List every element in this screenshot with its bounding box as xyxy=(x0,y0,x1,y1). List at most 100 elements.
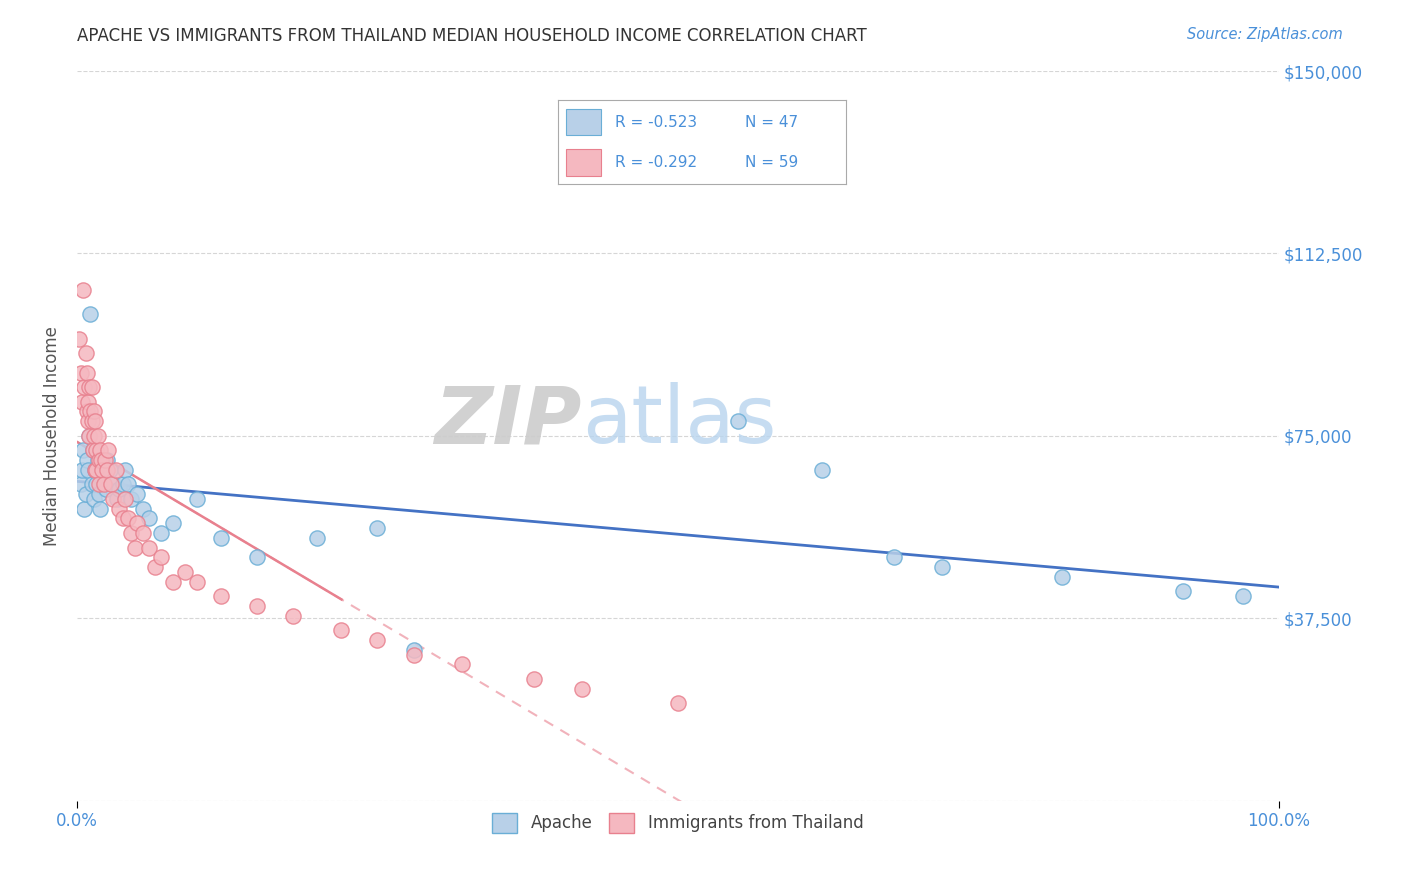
Point xyxy=(98,463,121,477)
Point xyxy=(86,453,108,467)
Point xyxy=(209,589,232,603)
Point xyxy=(246,599,269,613)
Point xyxy=(186,491,208,506)
Point xyxy=(70,394,93,409)
Point xyxy=(666,696,689,710)
Point xyxy=(84,463,107,477)
Point xyxy=(111,477,134,491)
Point xyxy=(523,672,546,686)
Point xyxy=(186,574,208,589)
Point xyxy=(89,501,111,516)
Point xyxy=(209,531,232,545)
Point xyxy=(117,477,139,491)
Point xyxy=(127,516,149,531)
Point xyxy=(138,511,160,525)
Point xyxy=(150,550,173,565)
Point xyxy=(96,453,118,467)
Point xyxy=(366,521,388,535)
Point xyxy=(174,565,197,579)
Point xyxy=(84,414,107,428)
Point xyxy=(87,453,110,467)
Point xyxy=(132,501,155,516)
Point xyxy=(143,560,166,574)
Point xyxy=(69,366,91,380)
Point xyxy=(402,648,425,662)
Point xyxy=(283,608,305,623)
Point xyxy=(73,501,96,516)
Point xyxy=(124,541,146,555)
Point xyxy=(77,429,100,443)
Point xyxy=(97,443,120,458)
Point xyxy=(96,463,118,477)
Point xyxy=(105,491,128,506)
Point xyxy=(86,429,108,443)
Point xyxy=(77,463,100,477)
Point xyxy=(82,443,104,458)
Point xyxy=(76,366,98,380)
Legend: Apache, Immigrants from Thailand: Apache, Immigrants from Thailand xyxy=(485,806,870,839)
Point xyxy=(70,463,93,477)
Point xyxy=(246,550,269,565)
Point xyxy=(108,483,131,497)
Point xyxy=(75,487,97,501)
Text: Source: ZipAtlas.com: Source: ZipAtlas.com xyxy=(1187,27,1343,42)
Point xyxy=(72,443,94,458)
Point xyxy=(69,332,91,346)
Point xyxy=(77,414,100,428)
Point xyxy=(84,463,107,477)
Point xyxy=(93,477,115,491)
Point xyxy=(117,511,139,525)
Point xyxy=(77,429,100,443)
Point xyxy=(127,487,149,501)
Point xyxy=(86,463,108,477)
Point xyxy=(69,477,91,491)
Point xyxy=(90,463,112,477)
Point xyxy=(79,404,101,418)
Point xyxy=(72,283,94,297)
Point xyxy=(138,541,160,555)
Point xyxy=(120,491,142,506)
Point xyxy=(150,526,173,541)
Point xyxy=(162,516,184,531)
Point xyxy=(101,477,124,491)
Point xyxy=(77,380,100,394)
Point xyxy=(114,463,136,477)
Point xyxy=(79,307,101,321)
Point xyxy=(83,491,105,506)
Point xyxy=(101,491,124,506)
Point xyxy=(76,453,98,467)
Point xyxy=(402,642,425,657)
Point xyxy=(83,404,105,418)
Point xyxy=(93,453,115,467)
Point xyxy=(80,477,103,491)
Point xyxy=(86,443,108,458)
Text: ZIP: ZIP xyxy=(434,382,582,460)
Point xyxy=(1232,589,1254,603)
Point xyxy=(76,404,98,418)
Point xyxy=(1171,584,1194,599)
Point xyxy=(86,477,108,491)
Point xyxy=(120,526,142,541)
Text: atlas: atlas xyxy=(582,382,776,460)
Point xyxy=(87,477,110,491)
Point xyxy=(307,531,329,545)
Point xyxy=(366,633,388,648)
Point xyxy=(571,681,593,696)
Point xyxy=(931,560,953,574)
Point xyxy=(108,501,131,516)
Point xyxy=(1052,570,1074,584)
Point xyxy=(83,429,105,443)
Point xyxy=(93,477,115,491)
Point xyxy=(811,463,834,477)
Point xyxy=(80,414,103,428)
Point xyxy=(94,483,117,497)
Point xyxy=(87,487,110,501)
Point xyxy=(330,624,353,638)
Point xyxy=(82,443,104,458)
Point xyxy=(883,550,905,565)
Point xyxy=(104,463,127,477)
Point xyxy=(77,394,100,409)
Point xyxy=(90,453,112,467)
Point xyxy=(132,526,155,541)
Point xyxy=(162,574,184,589)
